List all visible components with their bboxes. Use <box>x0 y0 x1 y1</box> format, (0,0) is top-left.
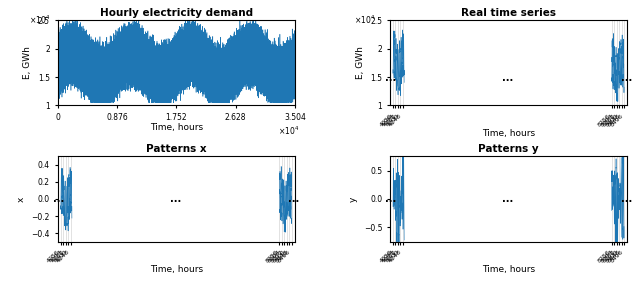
Text: $\times10^4$: $\times10^4$ <box>278 124 300 136</box>
Text: ...: ... <box>288 194 300 204</box>
Title: Hourly electricity demand: Hourly electricity demand <box>100 8 253 18</box>
Text: ...: ... <box>170 194 181 204</box>
Y-axis label: E, GWh: E, GWh <box>356 47 365 79</box>
Text: ...: ... <box>385 194 397 204</box>
Y-axis label: E, GWh: E, GWh <box>24 47 33 79</box>
Text: $\times10^4$: $\times10^4$ <box>29 14 51 26</box>
X-axis label: Time, hours: Time, hours <box>150 265 203 274</box>
X-axis label: Time, hours: Time, hours <box>482 129 535 138</box>
Text: ...: ... <box>502 73 513 83</box>
Title: Patterns x: Patterns x <box>146 144 207 154</box>
Text: ...: ... <box>53 194 64 204</box>
Text: ...: ... <box>621 73 632 83</box>
Text: ...: ... <box>385 73 397 83</box>
X-axis label: Time, hours: Time, hours <box>150 123 203 132</box>
Text: $\times10^4$: $\times10^4$ <box>355 14 376 26</box>
Title: Real time series: Real time series <box>461 8 556 18</box>
Title: Patterns y: Patterns y <box>478 144 539 154</box>
Y-axis label: x: x <box>17 196 26 202</box>
X-axis label: Time, hours: Time, hours <box>482 265 535 274</box>
Y-axis label: y: y <box>349 196 358 202</box>
Text: ...: ... <box>621 194 632 204</box>
Text: ...: ... <box>502 194 513 204</box>
